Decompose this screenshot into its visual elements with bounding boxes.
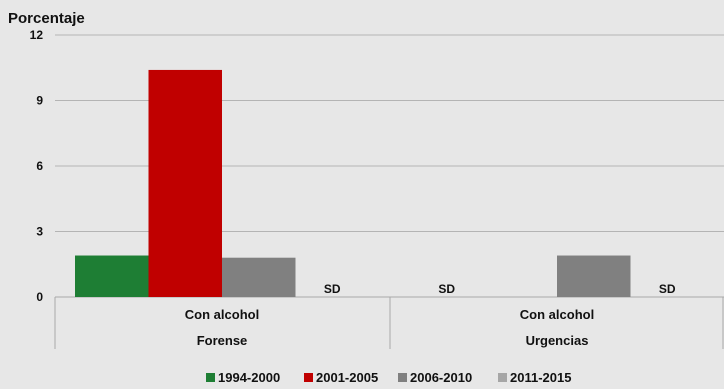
category-sublabel: Con alcohol [185,307,259,322]
y-tick-label: 0 [36,290,43,304]
legend-label: 1994-2000 [218,370,280,385]
y-tick-label: 3 [36,225,43,239]
legend-swatch [398,373,407,382]
bar-2006-2010-Urgencias [557,255,631,297]
y-tick-label: 9 [36,94,43,108]
legend-label: 2006-2010 [410,370,472,385]
bar-value-label: SD [438,282,455,296]
bar-value-label: SD [659,282,676,296]
legend-label: 2001-2005 [316,370,378,385]
legend-label: 2011-2015 [510,370,571,385]
legend-swatch [304,373,313,382]
category-sublabel: Con alcohol [520,307,594,322]
bar-2006-2010-Forense [222,257,296,297]
category-label: Urgencias [526,333,589,348]
bar-1994-2000-Forense [75,255,149,297]
legend-swatch [206,373,215,382]
bar-2001-2005-Forense [148,69,222,297]
y-tick-label: 6 [36,159,43,173]
y-tick-label: 12 [30,28,44,42]
bar-value-label: SD [324,282,341,296]
y-axis-label: Porcentaje [8,10,85,27]
legend-swatch [498,373,507,382]
category-label: Forense [197,333,248,348]
